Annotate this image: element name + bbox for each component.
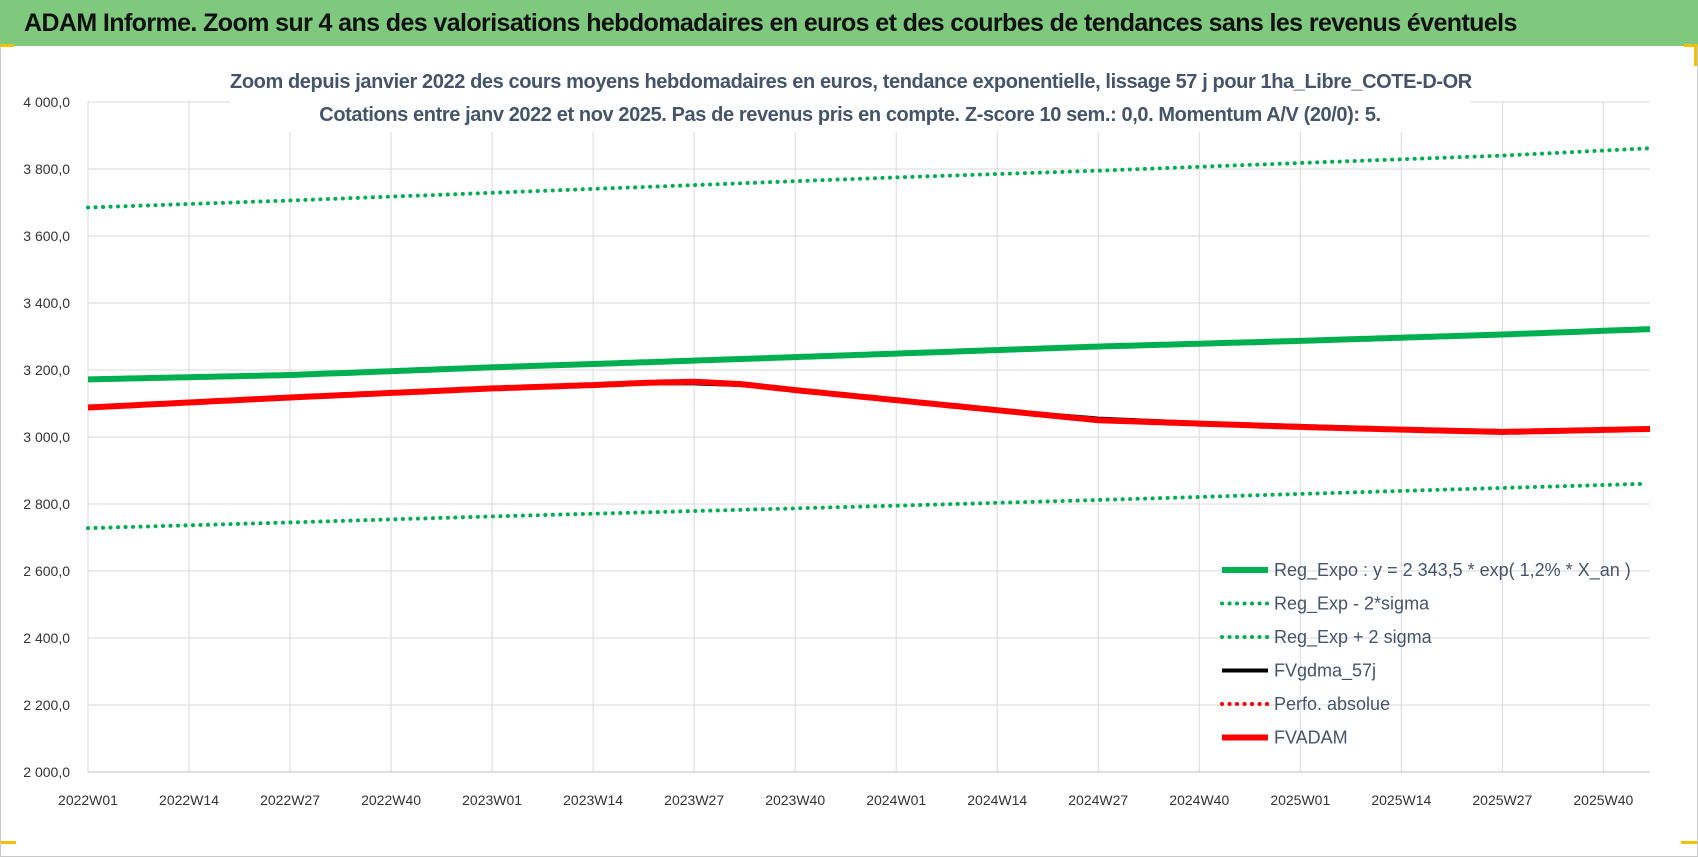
x-tick-label: 2024W01: [866, 792, 926, 808]
x-tick-label: 2022W40: [361, 792, 421, 808]
y-tick-label: 2 400,0: [23, 630, 70, 646]
report-banner: ADAM Informe. Zoom sur 4 ans des valoris…: [0, 0, 1698, 46]
legend-label: FVgdma_57j: [1274, 661, 1376, 682]
series-line-fvgdma-57j: [87, 381, 1651, 433]
x-tick-label: 2024W27: [1068, 792, 1128, 808]
axis-layer: 2 000,0 2 200,0 2 400,0 2 600,0 2 800,0 3 000…: [23, 94, 1650, 808]
report-title: ADAM Informe. Zoom sur 4 ans des valoris…: [24, 8, 1517, 37]
y-tick-label: 4 000,0: [23, 94, 70, 110]
series-line-reg-exp-2-sigma: [86, 481, 1645, 531]
legend-label: Perfo. absolue: [1274, 694, 1390, 714]
x-tick-label: 2025W14: [1371, 792, 1431, 808]
x-tick-label: 2022W14: [159, 792, 219, 808]
chart-title: Zoom depuis janvier 2022 des cours moyen…: [230, 66, 1472, 132]
x-tick-label: 2024W14: [967, 792, 1027, 808]
x-tick-label: 2023W01: [462, 792, 522, 808]
series-line-fvadam: [87, 378, 1651, 435]
y-tick-label: 2 200,0: [23, 697, 70, 713]
y-tick-label: 3 600,0: [23, 228, 70, 244]
y-tick-label: 3 200,0: [23, 362, 70, 378]
legend-label: Reg_Exp + 2 sigma: [1274, 627, 1433, 648]
x-tick-label: 2022W27: [260, 792, 320, 808]
y-tick-label: 2 000,0: [23, 764, 70, 780]
chart-legend: Reg_Expo : y = 2 343,5 * exp( 1,2% * X_a…: [1220, 560, 1631, 748]
x-tick-label: 2025W01: [1270, 792, 1330, 808]
x-tick-label: 2023W14: [563, 792, 623, 808]
y-tick-label: 3 800,0: [23, 161, 70, 177]
chart-title-line-2: Cotations entre janv 2022 et nov 2025. P…: [319, 104, 1381, 126]
chart-title-line-1: Zoom depuis janvier 2022 des cours moyen…: [230, 71, 1472, 93]
x-tick-label: 2022W01: [58, 792, 118, 808]
series-line-reg-expo-y-2-343-5-exp-1-2-x-an: [87, 326, 1651, 383]
banner-corner-left: [0, 44, 14, 47]
x-tick-label: 2023W40: [765, 792, 825, 808]
series-line-reg-exp-2-sigma: [86, 146, 1652, 210]
y-tick-label: 2 600,0: [23, 563, 70, 579]
y-tick-label: 3 000,0: [23, 429, 70, 445]
x-tick-label: 2024W40: [1169, 792, 1229, 808]
series-layer: [86, 146, 1652, 531]
legend-label: Reg_Exp - 2*sigma: [1274, 594, 1430, 615]
frame-corner-right: [1694, 46, 1697, 66]
frame-corner-bottom-left: [0, 841, 16, 844]
frame-corner-bottom-right: [1681, 841, 1697, 844]
x-tick-label: 2025W40: [1573, 792, 1633, 808]
x-tick-label: 2025W27: [1472, 792, 1532, 808]
banner-corner-right: [1684, 44, 1698, 47]
grid-layer: [87, 101, 1650, 773]
legend-label: FVADAM: [1274, 728, 1348, 748]
y-tick-label: 2 800,0: [23, 496, 70, 512]
x-tick-label: 2023W27: [664, 792, 724, 808]
y-tick-label: 3 400,0: [23, 295, 70, 311]
legend-label: Reg_Expo : y = 2 343,5 * exp( 1,2% * X_a…: [1274, 560, 1631, 581]
